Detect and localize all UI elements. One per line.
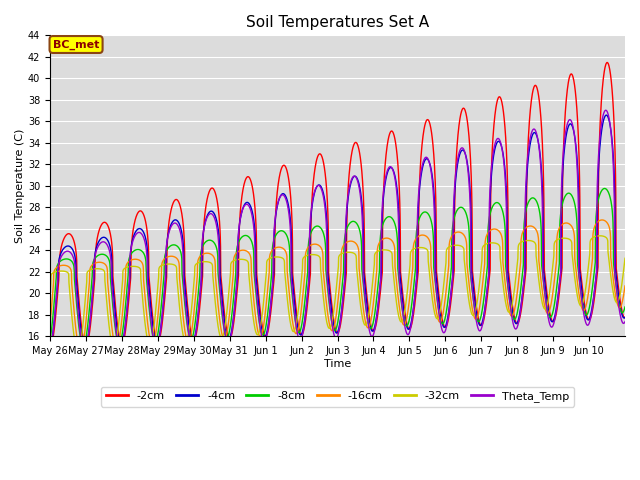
Line: -32cm: -32cm [50, 236, 625, 351]
-32cm [228, 259, 236, 265]
Theta_Temp [613, 292, 621, 298]
-4cm [613, 280, 621, 286]
-8cm [372, 299, 380, 304]
-4cm [602, 112, 610, 118]
Theta_Temp [621, 319, 629, 324]
-8cm [621, 304, 629, 310]
-32cm [511, 283, 519, 288]
-2cm [228, 332, 236, 338]
-32cm [74, 348, 81, 354]
-16cm [598, 217, 606, 223]
-8cm [613, 291, 621, 297]
Theta_Temp [543, 310, 551, 315]
-32cm [46, 291, 54, 297]
Title: Soil Temperatures Set A: Soil Temperatures Set A [246, 15, 429, 30]
-2cm [604, 60, 611, 65]
-4cm [621, 314, 629, 320]
Legend: -2cm, -4cm, -8cm, -16cm, -32cm, Theta_Temp: -2cm, -4cm, -8cm, -16cm, -32cm, Theta_Te… [101, 387, 574, 407]
-32cm [543, 301, 551, 307]
-32cm [104, 310, 111, 315]
-8cm [601, 186, 609, 192]
Theta_Temp [81, 348, 88, 354]
-2cm [543, 292, 551, 298]
Theta_Temp [511, 325, 519, 331]
-4cm [372, 317, 380, 323]
-16cm [372, 272, 380, 277]
-4cm [228, 328, 236, 334]
-8cm [543, 307, 551, 312]
-16cm [511, 305, 519, 311]
-32cm [372, 249, 380, 255]
-2cm [621, 315, 629, 321]
-16cm [228, 288, 236, 294]
-16cm [104, 279, 111, 285]
Theta_Temp [104, 243, 111, 249]
-4cm [543, 299, 551, 304]
Y-axis label: Soil Temperature (C): Soil Temperature (C) [15, 129, 25, 243]
Theta_Temp [372, 317, 380, 323]
-4cm [511, 319, 518, 324]
-2cm [372, 322, 380, 327]
-2cm [511, 315, 518, 321]
-16cm [543, 311, 551, 316]
-8cm [104, 254, 111, 260]
Line: -16cm: -16cm [50, 220, 625, 351]
-2cm [104, 222, 111, 228]
Line: -8cm: -8cm [50, 189, 625, 346]
-2cm [613, 273, 621, 278]
Line: -4cm: -4cm [50, 115, 625, 347]
Line: -2cm: -2cm [50, 62, 625, 348]
-16cm [613, 300, 621, 306]
-16cm [46, 321, 54, 327]
-32cm [621, 255, 629, 261]
Theta_Temp [228, 329, 236, 335]
-2cm [46, 345, 54, 351]
-8cm [79, 343, 87, 349]
Theta_Temp [602, 108, 610, 113]
-4cm [104, 237, 111, 243]
Theta_Temp [46, 348, 54, 354]
-16cm [77, 348, 84, 354]
-32cm [613, 300, 621, 305]
Line: Theta_Temp: Theta_Temp [50, 110, 625, 351]
-4cm [46, 344, 54, 350]
-8cm [46, 337, 54, 343]
-16cm [621, 283, 629, 289]
Text: BC_met: BC_met [53, 39, 99, 49]
X-axis label: Time: Time [324, 359, 351, 369]
-8cm [511, 316, 519, 322]
-8cm [228, 312, 236, 318]
-32cm [596, 233, 604, 239]
